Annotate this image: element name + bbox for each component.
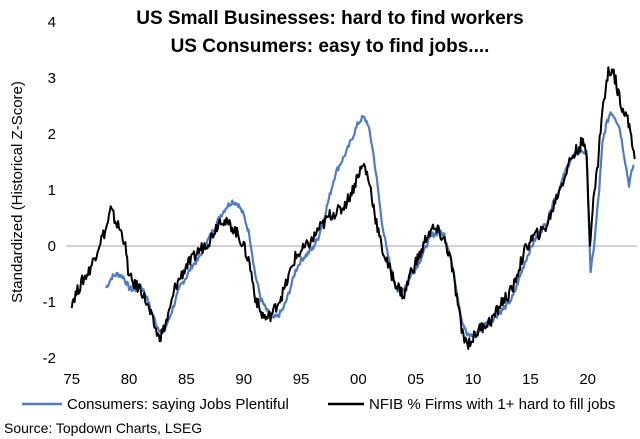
y-tick-label: 2 [48, 126, 56, 143]
x-tick-label: 20 [579, 371, 596, 388]
chart-title: US Small Businesses: hard to find worker… [136, 8, 524, 29]
x-tick-label: 15 [522, 371, 539, 388]
y-tick-label: 0 [48, 238, 56, 255]
x-tick-label: 95 [293, 371, 310, 388]
y-tick-label: 3 [48, 70, 56, 87]
x-tick-label: 85 [178, 371, 195, 388]
source-note: Source: Topdown Charts, LSEG [4, 420, 202, 436]
legend-label-consumers: Consumers: saying Jobs Plentiful [67, 396, 289, 413]
y-tick-label: 1 [48, 182, 56, 199]
y-axis-label: Standardized (Historical Z-Score) [9, 81, 26, 303]
legend-label-nfib: NFIB % Firms with 1+ hard to fill jobs [369, 396, 615, 413]
x-tick-labels: 75 80 85 90 95 00 05 10 15 20 [63, 371, 596, 388]
x-tick-label: 75 [63, 371, 80, 388]
x-tick-label: 80 [121, 371, 138, 388]
y-tick-label: -2 [43, 350, 56, 367]
chart-subtitle: US Consumers: easy to find jobs.... [171, 36, 490, 57]
series-line-consumers-jobs-plentiful [105, 111, 635, 339]
y-tick-labels: -2 -1 0 1 2 3 4 [43, 14, 56, 367]
series-lines [70, 66, 636, 350]
y-tick-label: 4 [48, 14, 56, 31]
x-tick-label: 05 [407, 371, 424, 388]
series-line-nfib-hard-to-fill [70, 66, 636, 350]
x-tick-label: 10 [465, 371, 482, 388]
x-tick-label: 00 [350, 371, 367, 388]
legend: Consumers: saying Jobs Plentiful NFIB % … [22, 396, 615, 413]
y-tick-label: -1 [43, 294, 56, 311]
x-tick-label: 90 [235, 371, 252, 388]
